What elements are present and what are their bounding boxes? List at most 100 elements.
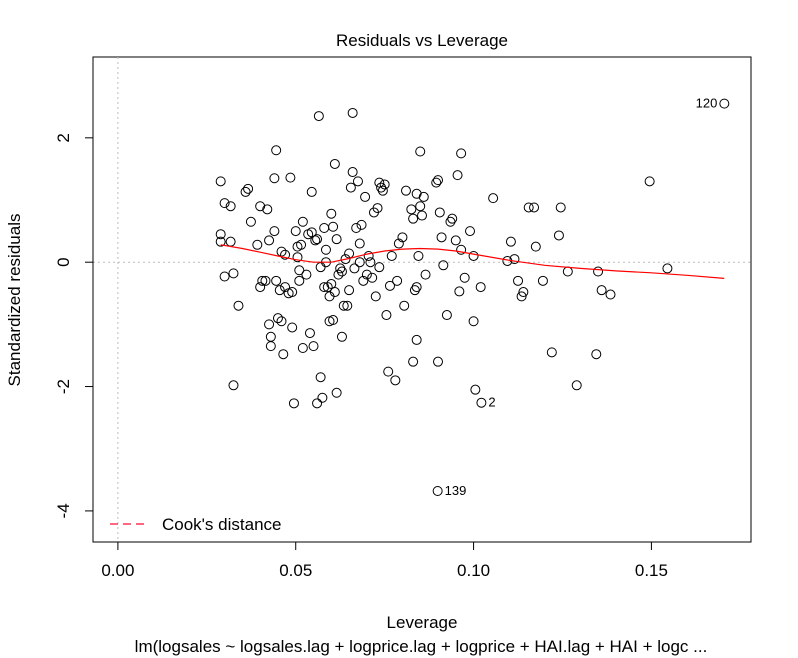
data-point (376, 182, 387, 193)
y-tick-label: -2 (54, 379, 73, 394)
y-tick-label: 2 (54, 133, 73, 142)
data-point (354, 257, 365, 268)
data-point (342, 300, 353, 311)
data-point (287, 322, 298, 333)
data-point (335, 263, 346, 274)
data-point (294, 265, 305, 276)
data-point (593, 266, 604, 277)
data-point (374, 177, 385, 188)
data-point (438, 260, 449, 271)
data-point (243, 183, 254, 194)
data-point (333, 269, 344, 280)
data-point (312, 234, 323, 245)
data-point (264, 235, 275, 246)
data-point (352, 176, 363, 187)
data-point (409, 285, 420, 296)
data-point (215, 176, 226, 187)
data-point (553, 230, 564, 241)
data-point (468, 316, 479, 327)
data-point (347, 107, 358, 118)
data-point (315, 372, 326, 383)
data-point (340, 254, 351, 265)
data-point (411, 188, 422, 199)
data-point (255, 282, 266, 293)
data-point (523, 202, 534, 213)
data-point (381, 310, 392, 321)
data-point (308, 341, 319, 352)
data-point (372, 203, 383, 214)
data-point (475, 282, 486, 293)
data-point (331, 387, 342, 398)
data-point (313, 111, 324, 122)
data-point (383, 366, 394, 377)
data-point (488, 193, 499, 204)
x-tick-label: 0.15 (635, 561, 668, 580)
data-point (328, 315, 339, 326)
data-point (219, 271, 230, 282)
data-point (351, 222, 362, 233)
data-point (306, 186, 317, 197)
data-point (719, 98, 730, 109)
data-point (228, 268, 239, 279)
data-point (233, 300, 244, 311)
data-point (269, 173, 280, 184)
data-point (529, 202, 540, 213)
data-point (411, 282, 422, 293)
data-point (454, 286, 465, 297)
data-point (252, 239, 263, 250)
data-point (441, 310, 452, 321)
data-point (476, 397, 487, 408)
smoother-line (220, 244, 725, 279)
data-point (315, 262, 326, 273)
data-point (276, 316, 287, 327)
data-point (264, 319, 275, 330)
data-point (365, 257, 376, 268)
data-point (374, 262, 385, 273)
data-point (433, 356, 444, 367)
data-point (280, 282, 291, 293)
data-point (245, 216, 256, 227)
data-point (367, 272, 378, 283)
data-point (349, 263, 360, 274)
data-point (537, 275, 548, 286)
point-label: 2 (488, 395, 495, 410)
data-point (336, 266, 347, 277)
data-point (215, 236, 226, 247)
data-point (360, 191, 371, 202)
data-point (280, 249, 291, 260)
data-point (571, 380, 582, 391)
data-point (505, 236, 516, 247)
data-point (361, 269, 372, 280)
data-point (392, 275, 403, 286)
data-point (546, 347, 557, 358)
x-axis: 0.00 0.05 0.10 0.15 (101, 541, 668, 580)
data-point (219, 198, 230, 209)
data-point (317, 392, 328, 403)
data-point (294, 275, 305, 286)
data-point (434, 207, 445, 218)
plot-frame (92, 56, 752, 543)
data-point (225, 201, 236, 212)
data-point (418, 191, 429, 202)
data-point (306, 227, 317, 238)
data-point (470, 384, 481, 395)
data-point (329, 287, 340, 298)
point-label: 120 (696, 96, 718, 111)
data-point (450, 235, 461, 246)
x-tick-label: 0.00 (101, 561, 134, 580)
point-labels: 120 139 2 (445, 96, 718, 498)
data-point (644, 176, 655, 187)
data-point (363, 250, 374, 261)
data-point (215, 229, 226, 240)
data-point (338, 300, 349, 311)
data-point (265, 331, 276, 342)
data-point (432, 486, 443, 497)
data-point (384, 280, 395, 291)
data-point (260, 275, 271, 286)
data-point (320, 244, 331, 255)
chart-title: Residuals vs Leverage (336, 31, 508, 50)
data-point (445, 216, 456, 227)
point-label: 139 (445, 483, 467, 498)
data-point (468, 250, 479, 261)
data-point (345, 182, 356, 193)
